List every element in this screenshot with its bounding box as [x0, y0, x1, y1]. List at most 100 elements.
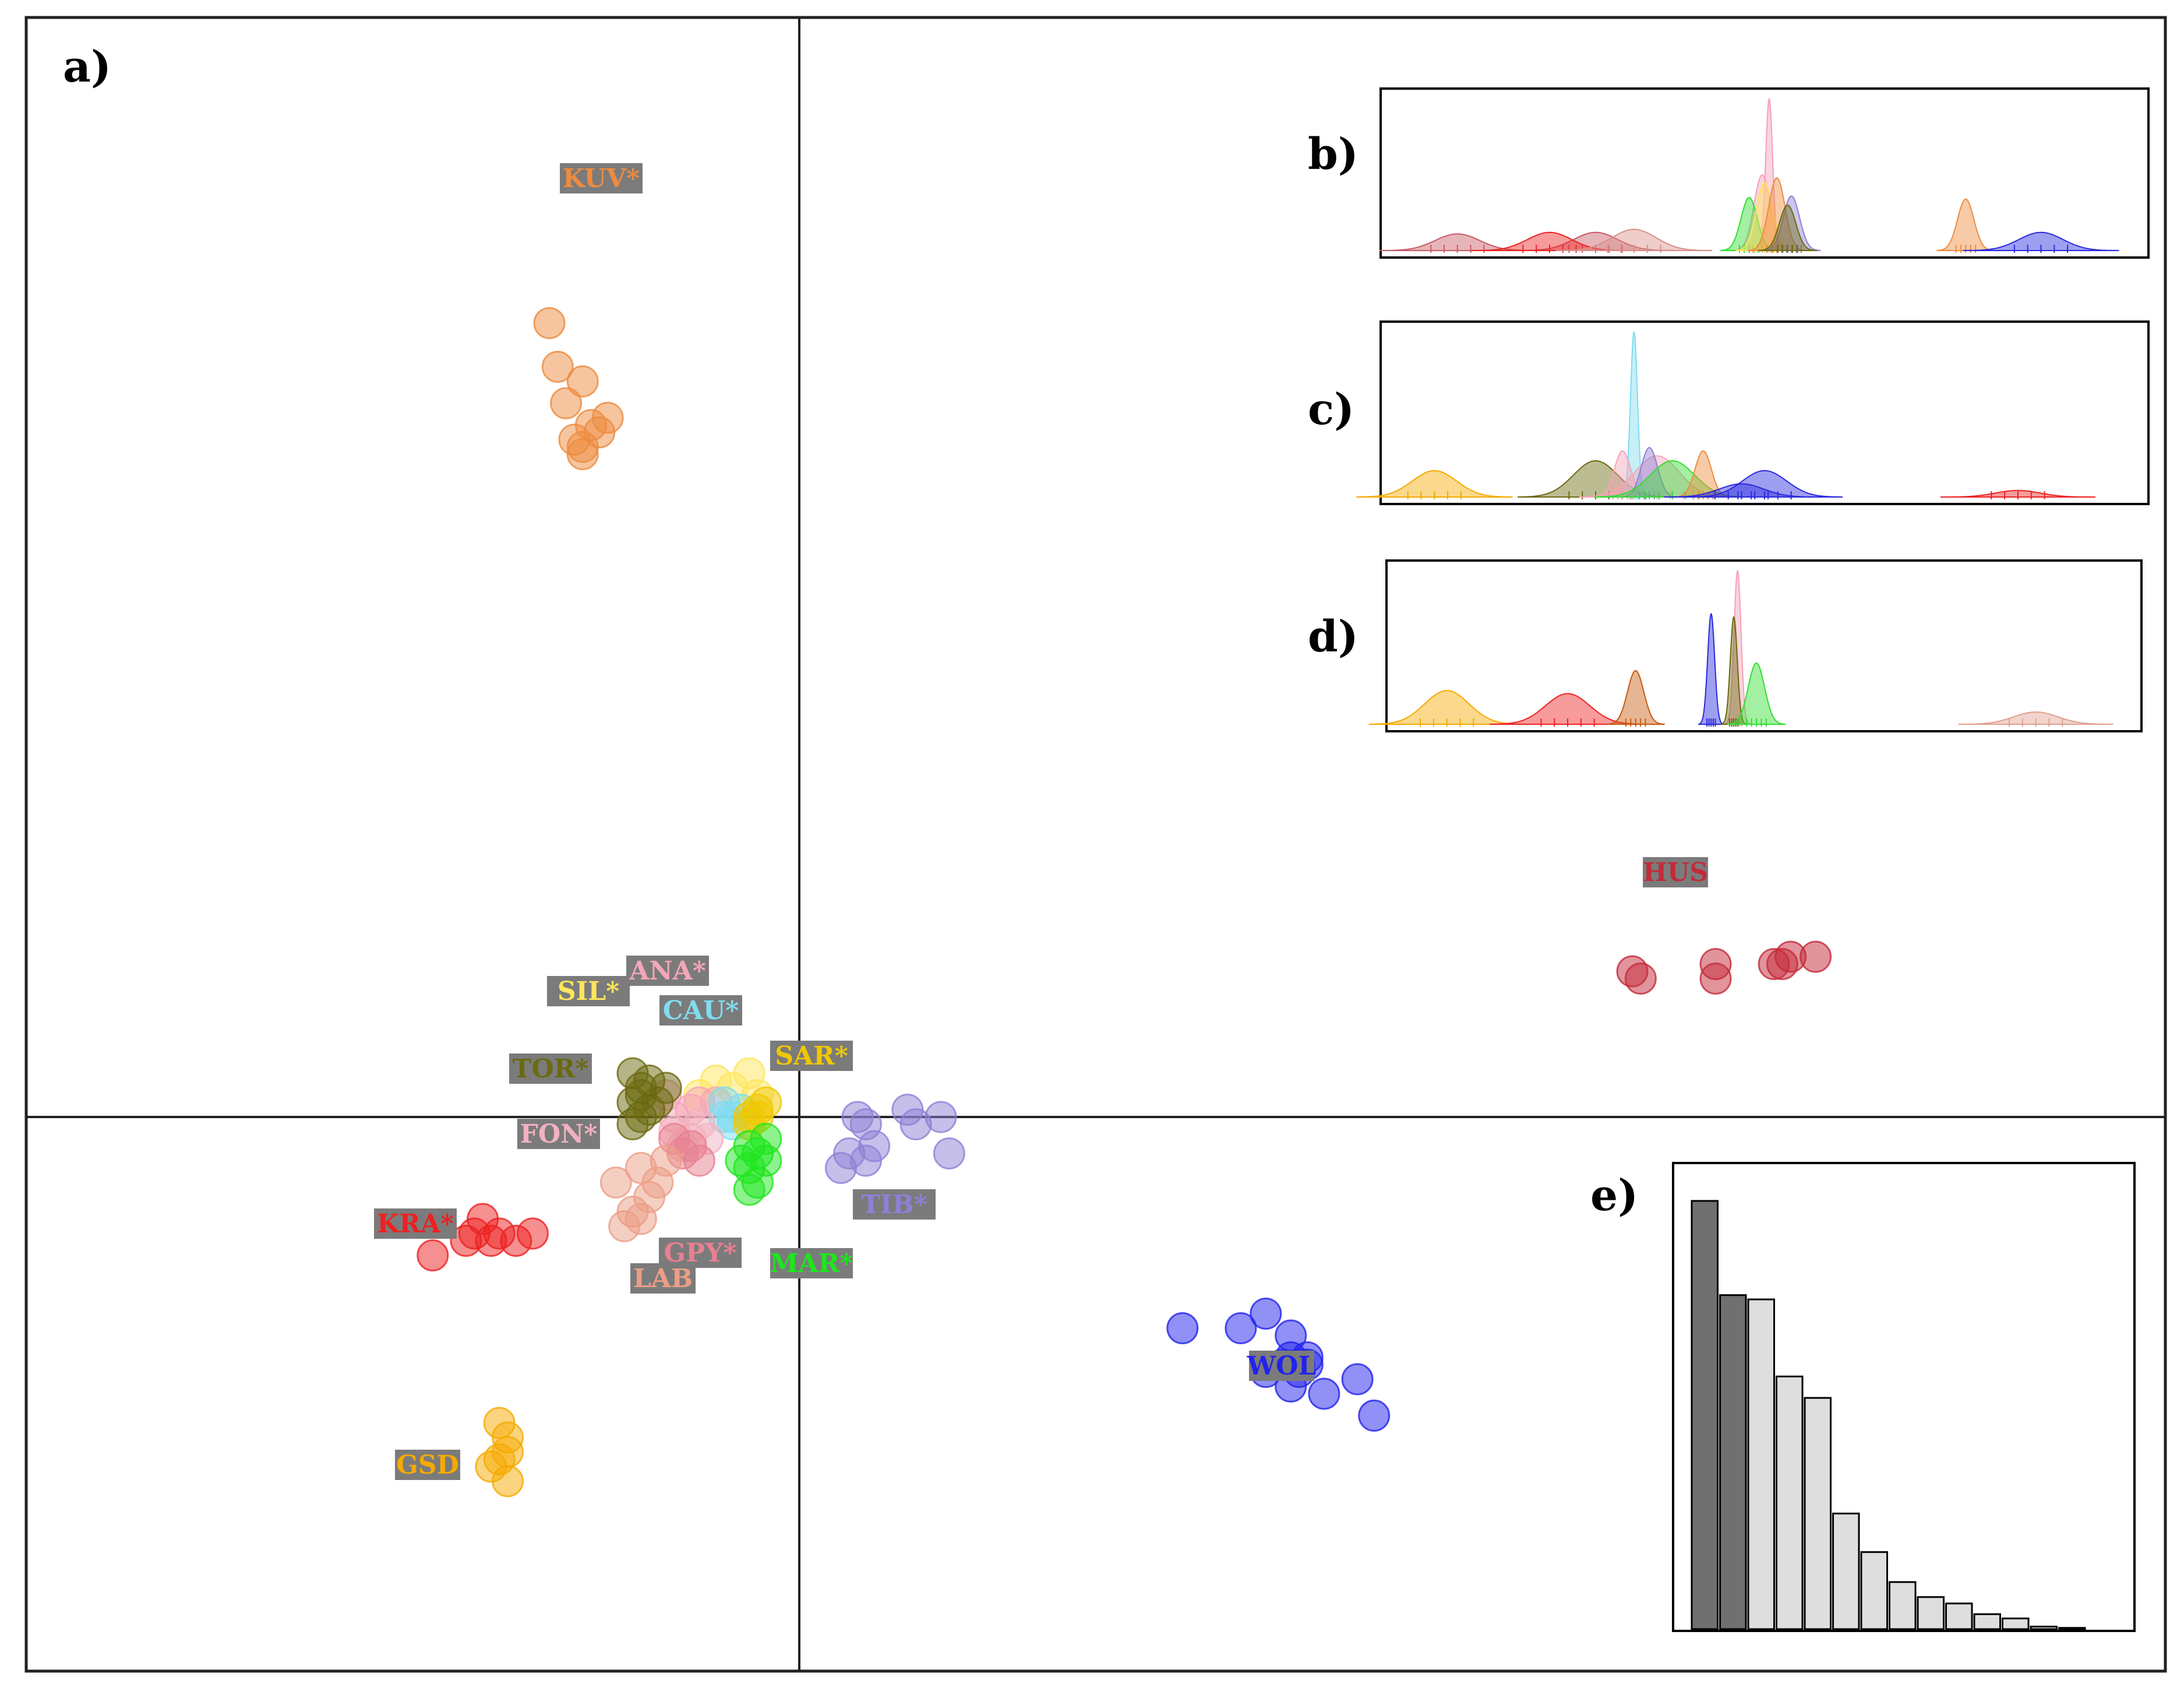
- svg-text:TOR*: TOR*: [513, 1054, 589, 1084]
- svg-text:SIL*: SIL*: [558, 977, 619, 1006]
- scatter-point: [1800, 940, 1832, 973]
- scatter-point: [1308, 1377, 1340, 1410]
- scatter-point: [550, 387, 583, 420]
- density-curve: [1724, 569, 1751, 725]
- svg-text:GPY*: GPY*: [664, 1238, 736, 1268]
- density-curve: [1698, 612, 1724, 725]
- density-curve: [1517, 460, 1674, 498]
- cluster-label: GPY*: [659, 1238, 742, 1268]
- svg-text:KUV*: KUV*: [563, 164, 640, 193]
- density-curve: [1958, 711, 2114, 725]
- cluster-label: TOR*: [509, 1053, 592, 1084]
- panel-c-letter: c): [1308, 385, 1354, 435]
- cluster-label: KUV*: [560, 163, 643, 193]
- scree-bar: [2002, 1618, 2030, 1630]
- svg-text:MAR*: MAR*: [770, 1249, 853, 1278]
- scatter-point: [1758, 948, 1790, 980]
- scree-bar: [1860, 1551, 1888, 1630]
- density-curve: [1606, 669, 1665, 725]
- scatter-point: [492, 1465, 524, 1497]
- density-curve: [1721, 616, 1747, 725]
- scatter-point: [566, 365, 599, 397]
- density-curve: [1674, 450, 1733, 498]
- scatter-point: [825, 1152, 857, 1184]
- scatter-point: [599, 1167, 632, 1199]
- scree-bar: [1889, 1581, 1917, 1630]
- panel-a-letter: a): [63, 42, 111, 92]
- panel-d-letter: d): [1308, 612, 1359, 662]
- scatter-point: [1624, 963, 1657, 995]
- svg-text:HUS: HUS: [1643, 858, 1708, 887]
- scatter-point: [541, 351, 574, 383]
- cluster-label: KRA*: [374, 1208, 457, 1239]
- scatter-point: [933, 1137, 965, 1169]
- svg-text:TIB*: TIB*: [861, 1190, 927, 1220]
- scatter-point: [725, 1144, 757, 1177]
- panel-b-letter: b): [1308, 129, 1359, 179]
- density-curve: [1517, 231, 1674, 251]
- cluster-label: FON*: [517, 1119, 600, 1149]
- cluster-label: TIB*: [853, 1189, 936, 1220]
- svg-text:WOL: WOL: [1247, 1351, 1317, 1381]
- scatter-point: [733, 1174, 765, 1206]
- density-curve: [1735, 181, 1794, 251]
- density-curve: [1664, 483, 1819, 498]
- inset-d-frame: [1385, 559, 2143, 732]
- cluster-label: HUS: [1643, 857, 1708, 887]
- density-curve: [1758, 204, 1817, 251]
- density-curve: [1727, 662, 1786, 725]
- density-curve: [1686, 470, 1843, 498]
- inset-b: [1379, 87, 2150, 259]
- scatter-point: [1166, 1312, 1199, 1344]
- scree-bar: [1973, 1613, 2001, 1630]
- density-curve: [1620, 447, 1679, 498]
- svg-text:ANA*: ANA*: [629, 956, 706, 986]
- cluster-label: SAR*: [770, 1041, 853, 1071]
- scatter-point: [566, 438, 599, 470]
- cluster-label: LAB: [630, 1263, 696, 1294]
- density-curve: [1379, 233, 1536, 251]
- cluster-label: SIL*: [547, 976, 630, 1006]
- scree-bar: [1747, 1298, 1775, 1630]
- scatter-point: [417, 1239, 449, 1271]
- scree-bar: [2058, 1627, 2086, 1630]
- density-curve: [1621, 330, 1647, 498]
- cluster-label: CAU*: [659, 995, 742, 1026]
- panel-e-letter: e): [1590, 1171, 1638, 1221]
- density-curve: [1936, 198, 1995, 251]
- cluster-label: ANA*: [626, 956, 709, 986]
- density-curve: [1471, 231, 1628, 251]
- scatter-point: [1341, 1363, 1374, 1396]
- scree-bar: [1917, 1596, 1945, 1630]
- density-curve: [1555, 228, 1713, 251]
- scree-bar: [1776, 1375, 1804, 1630]
- inset-c-frame: [1379, 320, 2150, 505]
- svg-text:FON*: FON*: [520, 1119, 598, 1149]
- density-curve: [1368, 690, 1525, 725]
- density-curve: [1594, 460, 1751, 498]
- scatter-point: [1699, 963, 1732, 995]
- inset-e: [1672, 1162, 2136, 1632]
- cluster-label: GSD: [395, 1450, 460, 1480]
- svg-text:LAB: LAB: [633, 1264, 693, 1294]
- scatter-point: [516, 1217, 549, 1250]
- density-curve: [1762, 195, 1821, 251]
- scree-bar: [1719, 1294, 1747, 1630]
- density-curve: [1756, 97, 1782, 251]
- cluster-label: WOL: [1247, 1351, 1317, 1381]
- scatter-point: [750, 1123, 782, 1155]
- inset-c: [1356, 320, 2150, 505]
- scatter-point: [1225, 1312, 1257, 1344]
- cluster-label: MAR*: [770, 1248, 853, 1278]
- scatter-point: [475, 1225, 507, 1257]
- svg-text:GSD: GSD: [396, 1450, 459, 1480]
- inset-d: [1368, 559, 2143, 732]
- svg-text:KRA*: KRA*: [377, 1209, 454, 1239]
- density-curve: [1489, 693, 1646, 725]
- density-curve: [1356, 470, 1513, 498]
- scree-bar: [1691, 1200, 1719, 1630]
- scatter-point: [1358, 1400, 1391, 1432]
- scatter-point: [650, 1072, 682, 1104]
- scatter-point: [533, 307, 566, 339]
